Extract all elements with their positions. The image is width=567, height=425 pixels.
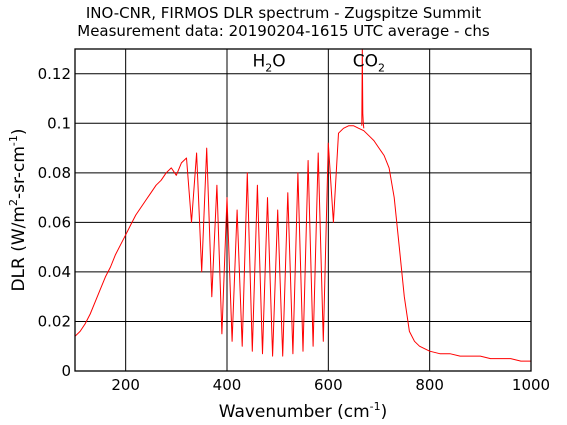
axis-ticks: 200 400 600 800 1000 0 0.02 0.04 0.06 0.08 0.1 0.12 [38, 65, 551, 394]
series-layer [75, 49, 531, 362]
x-tick-label: 200 [111, 376, 140, 394]
y-tick-label: 0.12 [38, 65, 71, 83]
y-axis-label: DLR (W/m2-sr-cm-1) [7, 128, 29, 291]
x-tick-label: 1000 [512, 376, 550, 394]
annotations: H2O CO2 [252, 51, 385, 74]
y-tick-label: 0.02 [38, 312, 71, 330]
y-tick-label: 0.1 [47, 114, 71, 132]
y-tick-label: 0.04 [38, 263, 71, 281]
x-tick-label: 800 [415, 376, 444, 394]
plot-frame [74, 48, 532, 372]
series-line-0 [75, 125, 531, 362]
series-line-1 [361, 49, 365, 129]
y-tick-label: 0.06 [38, 213, 71, 231]
annotation-label: H2O [252, 51, 285, 74]
annotation-label: CO2 [353, 51, 385, 74]
chart-subtitle: Measurement data: 20190204-1615 UTC aver… [77, 22, 490, 40]
y-tick-label: 0.08 [38, 164, 71, 182]
y-tick-label: 0 [61, 362, 71, 380]
x-tick-label: 400 [213, 376, 242, 394]
grid-lines [75, 49, 531, 371]
x-tick-label: 600 [314, 376, 343, 394]
chart-title: INO-CNR, FIRMOS DLR spectrum - Zugspitze… [85, 4, 482, 22]
x-axis-label: Wavenumber (cm-1) [219, 400, 388, 422]
